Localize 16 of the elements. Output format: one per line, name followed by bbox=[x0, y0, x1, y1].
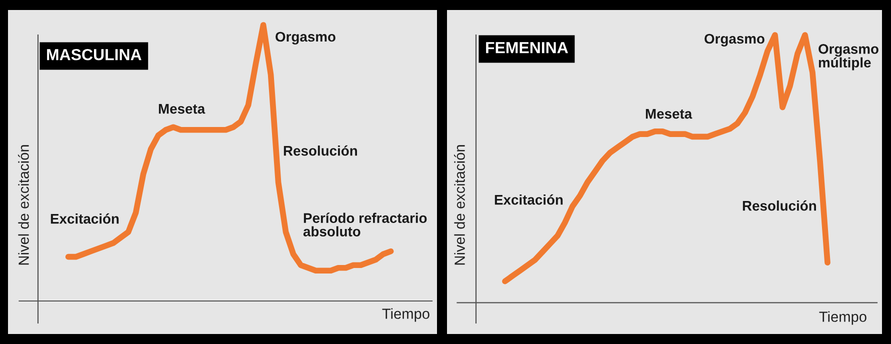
annotation: Orgasmo múltiple bbox=[818, 44, 878, 70]
chart-title: FEMENINA bbox=[486, 42, 568, 54]
annotation: Meseta bbox=[646, 109, 692, 119]
x-axis-title: Tiempo bbox=[819, 311, 866, 325]
annotation: Excitación bbox=[494, 194, 563, 205]
x-axis-title: Tiempo bbox=[382, 308, 430, 322]
annotation: Resolución bbox=[742, 200, 816, 211]
y-axis-title: Nivel de excitación bbox=[18, 145, 29, 265]
annotation: Excitación bbox=[50, 213, 119, 224]
text: MASCULINA bbox=[47, 48, 142, 60]
y-axis-title: Nivel de excitación bbox=[454, 145, 465, 265]
annotation: Orgasmo bbox=[704, 34, 764, 46]
annotation: Orgasmo bbox=[276, 32, 336, 44]
annotation: Resolución bbox=[284, 145, 357, 156]
annotation: Meseta bbox=[158, 104, 206, 114]
annotation: Período refractario absoluto bbox=[303, 212, 427, 236]
